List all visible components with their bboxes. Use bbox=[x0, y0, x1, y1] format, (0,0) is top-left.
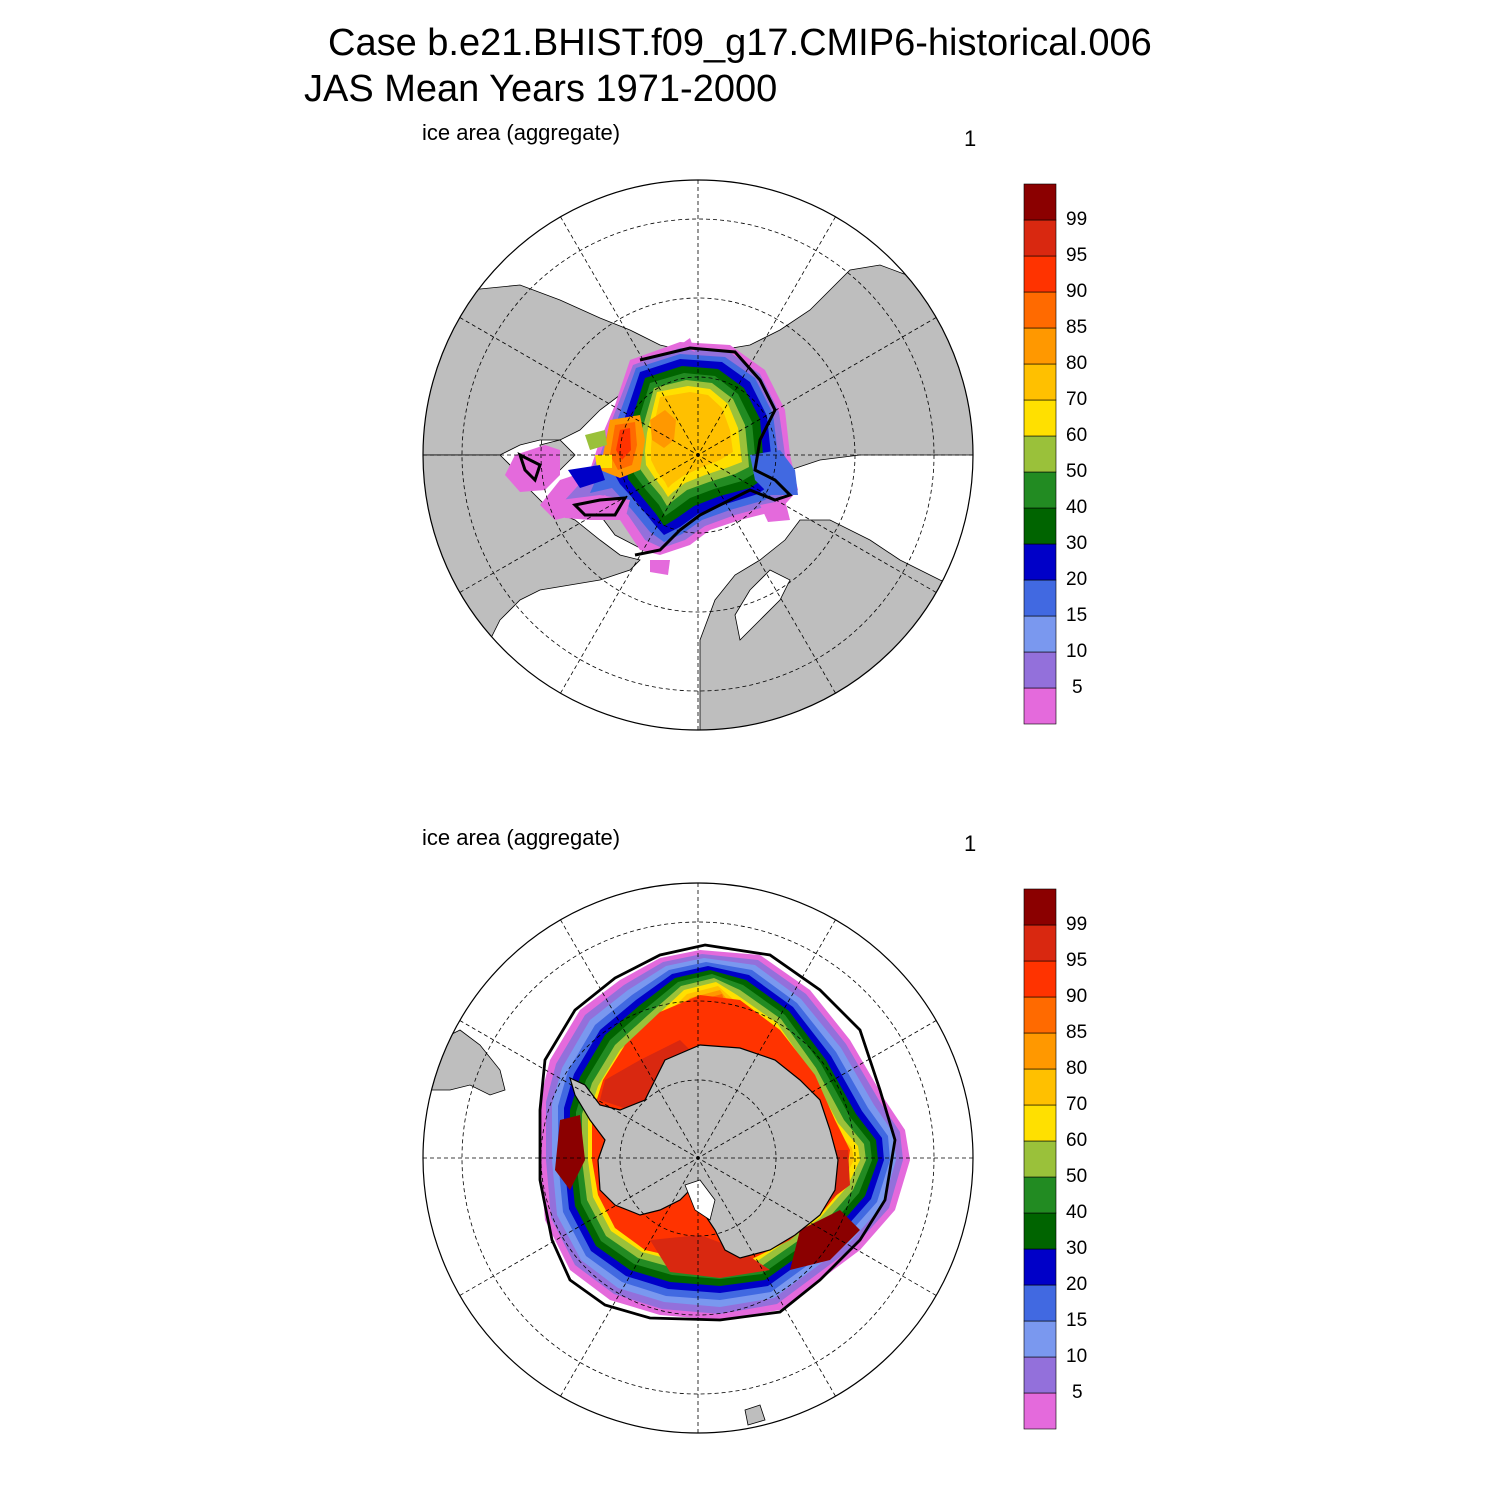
colorbar-swatch bbox=[1023, 1140, 1057, 1178]
colorbar-swatch bbox=[1023, 1104, 1057, 1142]
colorbar-tick-label: 10 bbox=[1066, 641, 1088, 662]
colorbar-swatch bbox=[1023, 924, 1057, 962]
colorbar-swatch bbox=[1023, 1176, 1057, 1214]
colorbar-swatch bbox=[1023, 579, 1057, 617]
colorbar-tick-label: 30 bbox=[1066, 533, 1088, 554]
colorbar-tick-label: 60 bbox=[1066, 1130, 1088, 1151]
colorbar-swatch bbox=[1023, 327, 1057, 365]
colorbar-swatch bbox=[1023, 1284, 1057, 1322]
colorbar-tick-label: 95 bbox=[1066, 245, 1088, 266]
colorbar-swatch bbox=[1023, 1248, 1057, 1286]
south-graticule bbox=[423, 883, 973, 1433]
south-map-border bbox=[422, 882, 974, 1434]
colorbar-swatch bbox=[1023, 615, 1057, 653]
panel-2-label: ice area (aggregate) bbox=[422, 825, 621, 850]
colorbar-tick-label: 5 bbox=[1072, 677, 1083, 698]
colorbar-swatch bbox=[1023, 1356, 1057, 1394]
colorbar-tick-label: 20 bbox=[1066, 569, 1088, 590]
panel-2-number: 1 bbox=[964, 831, 977, 856]
colorbar-swatch bbox=[1023, 219, 1057, 257]
colorbar-tick-label: 60 bbox=[1066, 425, 1088, 446]
colorbar-tick-label: 80 bbox=[1066, 353, 1088, 374]
colorbar-swatch bbox=[1023, 888, 1057, 926]
south-polar-map bbox=[422, 882, 974, 1434]
ross-sea-gap bbox=[684, 1179, 716, 1221]
colorbar-tick-label: 40 bbox=[1066, 1202, 1088, 1223]
colorbar-tick-label: 5 bbox=[1072, 1382, 1083, 1403]
north-observed-edge bbox=[517, 346, 793, 557]
colorbar-tick-label: 70 bbox=[1066, 1094, 1088, 1115]
colorbar-tick-label: 20 bbox=[1066, 1274, 1088, 1295]
colorbar-tick-label: 15 bbox=[1066, 1310, 1088, 1331]
north-polar-map bbox=[422, 179, 974, 731]
north-map-border bbox=[422, 179, 974, 731]
colorbar-tick-label: 70 bbox=[1066, 389, 1088, 410]
colorbar-tick-label: 30 bbox=[1066, 1238, 1088, 1259]
colorbar-tick-label: 15 bbox=[1066, 605, 1088, 626]
panel-1-number: 1 bbox=[964, 126, 977, 151]
colorbar-tick-label: 85 bbox=[1066, 1022, 1088, 1043]
colorbar-swatch bbox=[1023, 183, 1057, 221]
colorbar-swatch bbox=[1023, 687, 1057, 725]
colorbar-swatch bbox=[1023, 363, 1057, 401]
north-graticule bbox=[423, 180, 973, 730]
panel-1-label: ice area (aggregate) bbox=[422, 120, 621, 145]
colorbar-swatch bbox=[1023, 291, 1057, 329]
colorbar-tick-label: 95 bbox=[1066, 950, 1088, 971]
colorbar-tick-label: 90 bbox=[1066, 281, 1088, 302]
figure-subtitle: JAS Mean Years 1971-2000 bbox=[304, 68, 778, 110]
colorbar-swatch bbox=[1023, 1392, 1057, 1430]
colorbar-swatch bbox=[1023, 471, 1057, 509]
colorbar-swatch bbox=[1023, 960, 1057, 998]
colorbar-tick-label: 99 bbox=[1066, 209, 1088, 230]
colorbar-swatch bbox=[1023, 543, 1057, 581]
colorbar-swatch bbox=[1023, 1032, 1057, 1070]
colorbar-tick-label: 40 bbox=[1066, 497, 1088, 518]
colorbar-1 bbox=[1023, 183, 1057, 725]
colorbar-swatch bbox=[1023, 435, 1057, 473]
figure-title: Case b.e21.BHIST.f09_g17.CMIP6-historica… bbox=[328, 22, 1152, 64]
colorbar-tick-label: 50 bbox=[1066, 461, 1088, 482]
colorbar-tick-label: 80 bbox=[1066, 1058, 1088, 1079]
colorbar-2 bbox=[1023, 888, 1057, 1430]
colorbar-tick-label: 85 bbox=[1066, 317, 1088, 338]
colorbar-tick-label: 99 bbox=[1066, 914, 1088, 935]
colorbar-swatch bbox=[1023, 255, 1057, 293]
colorbar-swatch bbox=[1023, 507, 1057, 545]
colorbar-swatch bbox=[1023, 1320, 1057, 1358]
colorbar-swatch bbox=[1023, 996, 1057, 1034]
colorbar-swatch bbox=[1023, 1068, 1057, 1106]
colorbar-tick-label: 10 bbox=[1066, 1346, 1088, 1367]
north-archipelago-ice bbox=[585, 415, 645, 478]
colorbar-tick-label: 90 bbox=[1066, 986, 1088, 1007]
colorbar-swatch bbox=[1023, 1212, 1057, 1250]
colorbar-swatch bbox=[1023, 651, 1057, 689]
colorbar-swatch bbox=[1023, 399, 1057, 437]
south-observed-edge bbox=[538, 943, 897, 1322]
colorbar-tick-label: 50 bbox=[1066, 1166, 1088, 1187]
